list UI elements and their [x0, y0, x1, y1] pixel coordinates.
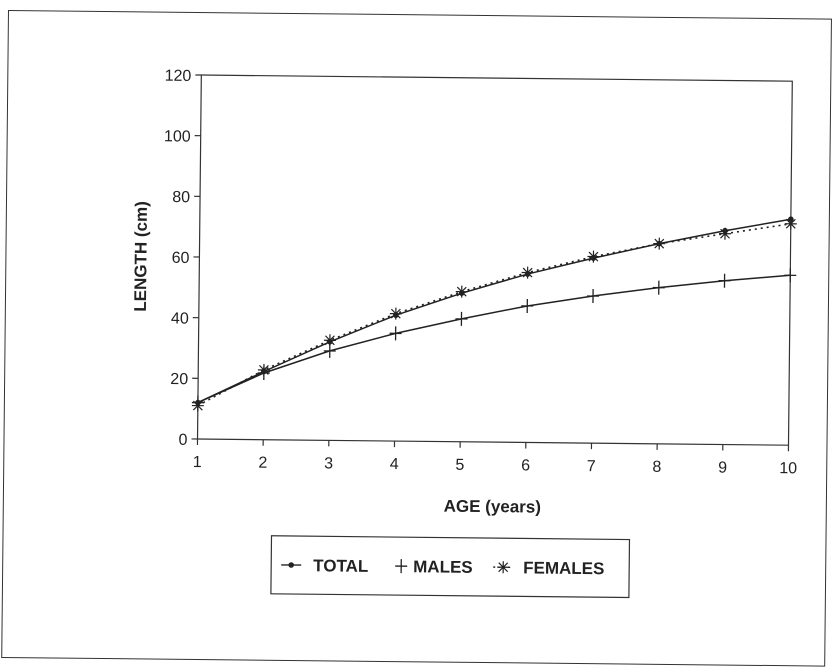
legend-label-females: FEMALES [523, 558, 604, 578]
x-tick-label: 8 [652, 459, 661, 476]
y-tick-label: 100 [164, 128, 191, 145]
x-tick-label: 5 [455, 457, 464, 474]
x-tick-label: 2 [258, 455, 267, 472]
y-tick-label: 0 [179, 432, 188, 449]
x-tick-label: 1 [193, 454, 202, 471]
point-males [521, 299, 533, 313]
plot-area [198, 75, 793, 445]
y-axis-label: LENGTH (cm) [131, 201, 151, 312]
series-line-females [198, 218, 791, 412]
x-tick-label: 7 [587, 458, 596, 475]
y-tick-label: 60 [172, 250, 190, 267]
series-layer [192, 210, 797, 418]
x-tick-label: 4 [390, 456, 399, 473]
y-tick-label: 80 [172, 189, 190, 206]
point-males [587, 289, 599, 303]
x-tick-label: 9 [718, 459, 727, 476]
y-tick-label: 120 [165, 68, 192, 85]
legend-label-males: MALES [413, 557, 473, 577]
point-males [390, 326, 402, 340]
y-axis-ticks: 0 20 40 60 80 100 120 [161, 68, 202, 449]
x-axis-label: AGE (years) [444, 497, 542, 517]
x-tick-label: 10 [779, 460, 797, 477]
point-total [722, 228, 728, 234]
plot-frame [198, 75, 793, 445]
y-tick-label: 40 [171, 310, 189, 327]
legend: TOTAL MALES FEMALES [271, 536, 630, 598]
series-line-males [198, 269, 790, 409]
point-males [718, 274, 730, 288]
x-tick-label: 3 [324, 455, 333, 472]
point-males [653, 281, 665, 295]
x-tick-label: 6 [521, 457, 530, 474]
legend-marker-females [497, 561, 509, 573]
y-tick-label: 20 [170, 371, 188, 388]
legend-label-total: TOTAL [313, 556, 368, 576]
point-males [784, 268, 796, 282]
point-total [195, 400, 201, 406]
point-males [455, 312, 467, 326]
series-line-total [198, 213, 791, 409]
